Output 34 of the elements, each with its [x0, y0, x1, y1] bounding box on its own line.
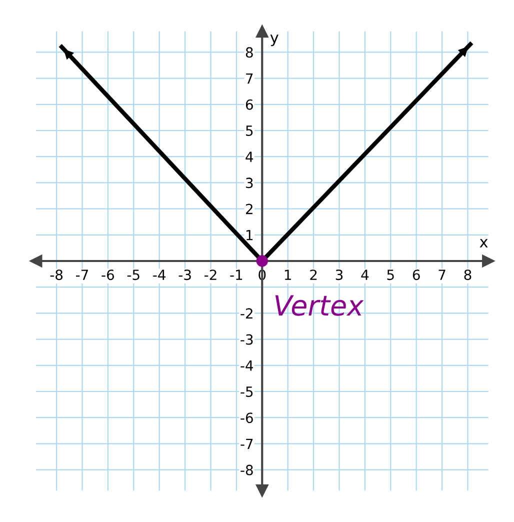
y-tick-label: -8: [240, 464, 253, 476]
y-tick-label: -3: [240, 334, 253, 345]
x-tick-label: 4: [361, 270, 369, 280]
y-tick-label: 3: [246, 178, 253, 188]
y-tick-label: 2: [246, 204, 252, 214]
x-tick-label: -1: [230, 270, 242, 280]
x-tick-label: 7: [438, 270, 446, 280]
x-tick-label: 3: [336, 270, 343, 280]
y-tick-label: -4: [240, 360, 254, 371]
x-tick-label: 6: [412, 270, 420, 280]
y-axis-title: y: [270, 34, 278, 46]
x-tick-label: -2: [204, 270, 216, 280]
x-tick-label: -8: [50, 270, 63, 280]
y-tick-label: 1: [246, 230, 253, 240]
y-tick-label: 7: [246, 73, 253, 84]
y-tick-label: -5: [240, 386, 253, 397]
y-tick-label: 4: [246, 152, 254, 162]
y-tick-label: 8: [246, 47, 253, 58]
x-tick-label: -7: [76, 270, 88, 280]
y-tick-label: 5: [246, 126, 253, 136]
x-tick-label: -5: [127, 270, 140, 280]
x-tick-label: 8: [464, 270, 472, 280]
x-tick-label: -4: [153, 270, 166, 280]
x-tick-label: 1: [284, 270, 291, 280]
x-tick-label: -3: [178, 270, 191, 280]
y-tick-label: 6: [246, 99, 253, 110]
x-tick-label: -6: [102, 270, 114, 280]
x-tick-label: 2: [310, 270, 317, 280]
y-tick-label: -2: [240, 308, 252, 318]
x-tick-label: 5: [387, 270, 394, 280]
x-axis-title: x: [480, 239, 488, 248]
y-tick-label: -7: [240, 438, 253, 449]
y-tick-label: -6: [240, 412, 253, 424]
annotation: Vertex: [275, 295, 364, 316]
